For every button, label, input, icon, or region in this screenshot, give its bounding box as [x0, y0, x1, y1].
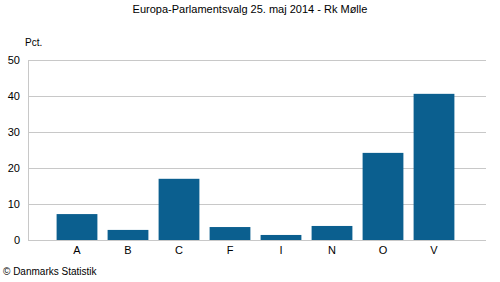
- x-tick: N: [328, 240, 336, 256]
- grid-line: [28, 60, 486, 61]
- y-tick: 30: [8, 126, 28, 138]
- x-tick-label: C: [175, 244, 183, 256]
- x-tick-label: B: [124, 244, 131, 256]
- bar: [363, 153, 404, 240]
- y-axis-label: Pct.: [25, 37, 42, 48]
- y-tick-label: 50: [8, 54, 20, 66]
- y-tick: 40: [8, 90, 28, 102]
- bar: [312, 226, 353, 240]
- y-tick-label: 40: [8, 90, 20, 102]
- x-tick-label: F: [227, 244, 234, 256]
- y-tick-label: 0: [14, 234, 20, 246]
- credit: © Danmarks Statistik: [3, 266, 98, 277]
- y-tick: 10: [8, 198, 28, 210]
- bar: [210, 227, 251, 240]
- y-axis-line: [28, 61, 29, 241]
- bar: [57, 214, 98, 240]
- x-tick-label: A: [73, 244, 81, 256]
- bar: [159, 179, 200, 240]
- x-tick-label: I: [279, 244, 282, 256]
- x-axis-line: [28, 240, 486, 241]
- grid: [28, 60, 486, 240]
- x-tick-label: V: [430, 244, 438, 256]
- x-tick-label: N: [328, 244, 336, 256]
- bars: [57, 94, 455, 240]
- y-tick-label: 30: [8, 126, 20, 138]
- x-tick: C: [175, 240, 183, 256]
- y-tick: 20: [8, 162, 28, 174]
- y-tick-label: 10: [8, 198, 20, 210]
- x-tick: I: [279, 240, 282, 256]
- x-tick-label: O: [379, 244, 388, 256]
- x-tick: B: [124, 240, 131, 256]
- x-tick: F: [227, 240, 234, 256]
- bar: [414, 94, 455, 240]
- y-tick-label: 20: [8, 162, 20, 174]
- y-axis: 0 10 20 30 40 50: [8, 54, 29, 246]
- x-axis: ABCFINOV: [28, 240, 486, 256]
- bar: [261, 235, 302, 240]
- chart: Europa-Parlamentsvalg 25. maj 2014 - Rk …: [0, 0, 500, 282]
- y-tick: 0: [14, 234, 28, 246]
- bar: [108, 230, 149, 240]
- x-tick: V: [430, 240, 438, 256]
- x-tick: O: [379, 240, 388, 256]
- title: Europa-Parlamentsvalg 25. maj 2014 - Rk …: [133, 3, 368, 15]
- y-tick: 50: [8, 54, 28, 66]
- x-tick: A: [73, 240, 81, 256]
